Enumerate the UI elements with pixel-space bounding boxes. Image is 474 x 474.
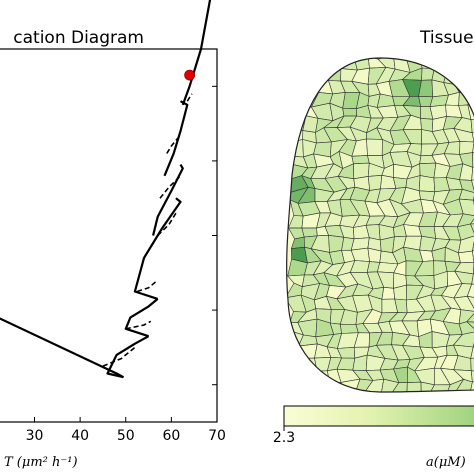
tissue-cell xyxy=(446,58,461,71)
tissue-cell xyxy=(466,283,474,300)
tissue-cell xyxy=(470,370,474,383)
tissue-cell xyxy=(288,357,305,374)
tissue-cell xyxy=(453,127,474,143)
tissue-cell xyxy=(354,395,371,408)
left-x-axis-label: T (μm² h⁻¹) xyxy=(4,455,78,470)
x-tick-label: 30 xyxy=(26,428,44,444)
tissue-cells xyxy=(286,58,474,408)
tissue-cell xyxy=(310,379,330,392)
stable-branch-line xyxy=(0,317,125,379)
tissue-cell xyxy=(324,390,346,392)
tissue-cell xyxy=(392,177,408,189)
tissue-cell xyxy=(470,346,474,359)
stable-branch-line xyxy=(181,0,212,106)
bifurcation-curves xyxy=(0,0,212,379)
tissue-cell xyxy=(458,321,474,335)
tissue-cell xyxy=(288,81,303,93)
tissue-cell xyxy=(300,81,320,93)
tissue-cell xyxy=(427,58,448,70)
tissue-cell xyxy=(428,395,450,408)
tissue-cell xyxy=(466,310,474,324)
tissue-cell xyxy=(367,174,383,191)
tissue-cell xyxy=(287,102,307,117)
right-panel: Tissue xyxy=(273,28,474,470)
x-tick-label: 60 xyxy=(162,428,180,444)
tissue-cell xyxy=(454,68,474,85)
tissue-cell xyxy=(301,227,318,238)
tissue-cell xyxy=(392,393,407,407)
tissue-cell xyxy=(315,58,334,73)
stable-branch-line xyxy=(124,298,159,338)
tissue-cell xyxy=(470,119,474,134)
tissue-cell xyxy=(458,250,474,264)
left-title: cation Diagram xyxy=(13,28,144,48)
unstable-branch-line xyxy=(125,320,152,330)
x-tick-label: 50 xyxy=(117,428,135,444)
stable-branch-line xyxy=(106,335,150,379)
right-title: Tissue xyxy=(419,28,474,48)
tissue-cell xyxy=(471,165,474,181)
tissue-cell xyxy=(446,394,462,407)
tissue-cell xyxy=(303,379,320,392)
unstable-branch-line xyxy=(159,175,182,199)
tissue-cell xyxy=(472,235,474,252)
tissue-cell xyxy=(472,247,474,264)
tissue-cell xyxy=(324,382,344,392)
tissue-cell xyxy=(458,198,474,217)
tissue-cell xyxy=(366,138,383,157)
tissue-cell xyxy=(418,175,436,193)
tissue-cell xyxy=(471,132,474,144)
tissue-cell xyxy=(342,107,357,117)
highlight-point xyxy=(184,69,196,81)
left-panel: cation Diagram 30 40 50 60 70 T (μm² h⁻¹) xyxy=(0,0,226,470)
tissue-heatmap xyxy=(286,57,474,408)
tissue-cell xyxy=(420,381,435,392)
tissue-cell xyxy=(457,58,474,71)
tissue-cell xyxy=(466,295,474,312)
unstable-branch-line xyxy=(186,93,193,102)
x-tick-label: 70 xyxy=(208,428,226,444)
colorbar xyxy=(283,405,474,427)
left-plot-frame xyxy=(0,48,218,423)
tissue-cell xyxy=(287,90,303,109)
tissue-cell xyxy=(472,141,474,154)
tissue-cell xyxy=(472,152,474,168)
tissue-cell xyxy=(351,155,370,165)
colorbar-min-label: 2.3 xyxy=(273,430,295,446)
tissue-cell xyxy=(471,273,474,286)
tissue-cell xyxy=(299,58,322,71)
tissue-cell xyxy=(381,391,400,392)
unstable-branch-line xyxy=(157,212,177,237)
unstable-branch-line xyxy=(102,346,136,367)
tissue-cell xyxy=(300,68,322,84)
tissue-cell xyxy=(298,343,318,359)
stable-branch-line xyxy=(133,197,182,300)
stable-branch-line xyxy=(152,164,184,236)
tissue-cell xyxy=(288,68,305,84)
unstable-branch-line xyxy=(136,279,159,293)
tissue-cell xyxy=(381,286,396,300)
x-tick-label: 40 xyxy=(71,428,89,444)
tissue-cell xyxy=(339,323,359,334)
tissue-cell xyxy=(453,295,474,312)
tissue-cell xyxy=(362,391,384,392)
tissue-cell xyxy=(288,371,305,383)
tissue-cell xyxy=(286,379,305,392)
tissue-cell xyxy=(457,223,474,241)
tissue-cell xyxy=(470,355,474,373)
tissue-cell xyxy=(406,381,422,392)
left-y-ticks xyxy=(212,85,217,386)
stable-branch-line xyxy=(163,100,189,177)
tissue-cell xyxy=(303,371,320,381)
colorbar-label: a(μM) xyxy=(426,455,466,470)
unstable-branch-line xyxy=(166,134,182,154)
left-x-ticks: 30 40 50 60 70 xyxy=(26,417,226,444)
tissue-cell xyxy=(286,58,305,70)
tissue-cell xyxy=(381,378,400,392)
